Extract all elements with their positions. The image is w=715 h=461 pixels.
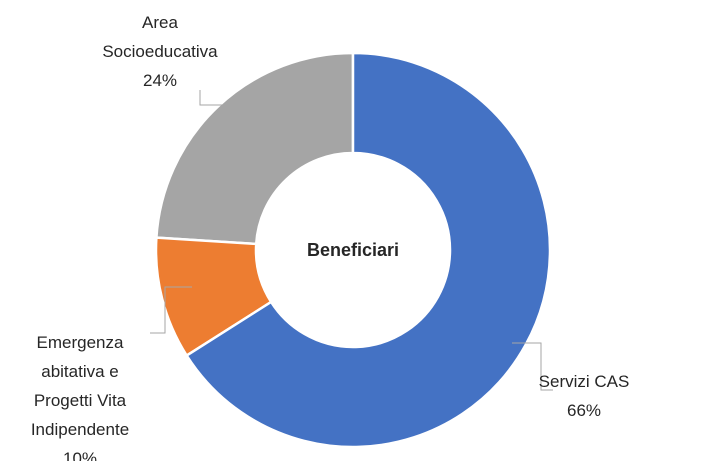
category-label: Emergenza abitativa e Progetti Vita Indipen… [31,333,129,439]
leader-line [199,90,222,106]
chart-title: Beneficiari [307,240,399,260]
donut-slice [155,51,355,246]
leader-line [150,286,192,334]
leader-line [512,342,553,391]
value-label: 24% [143,71,177,90]
donut-slice [154,236,273,358]
data-label: Servizi CAS 66% [539,372,630,420]
data-label: Area Socioeducativa 24% [102,13,218,90]
donut-slice [184,51,552,449]
category-label: Servizi CAS [539,372,630,391]
value-label: 66% [567,401,601,420]
data-label: Emergenza abitativa e Progetti Vita Indipen… [31,333,129,461]
value-label: 10% [63,449,97,461]
category-label: Area Socioeducativa [102,13,218,61]
